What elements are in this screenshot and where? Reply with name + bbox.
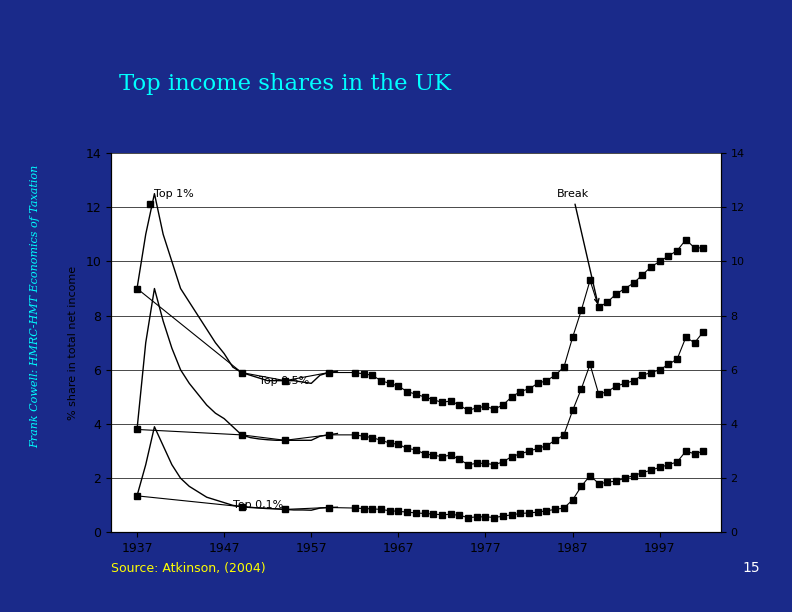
- Text: Top 0,5%: Top 0,5%: [259, 376, 309, 386]
- Text: Top income shares in the UK: Top income shares in the UK: [119, 73, 451, 95]
- Text: 15: 15: [743, 561, 760, 575]
- Text: Top 1%: Top 1%: [154, 189, 194, 199]
- Text: Frank Cowell: HMRC-HMT Economics of Taxation: Frank Cowell: HMRC-HMT Economics of Taxa…: [31, 165, 40, 447]
- Text: Source: Atkinson, (2004): Source: Atkinson, (2004): [111, 562, 265, 575]
- Y-axis label: % share in total net income: % share in total net income: [68, 266, 78, 420]
- Text: Top 0,1%: Top 0,1%: [233, 501, 283, 510]
- Text: Break: Break: [557, 188, 599, 304]
